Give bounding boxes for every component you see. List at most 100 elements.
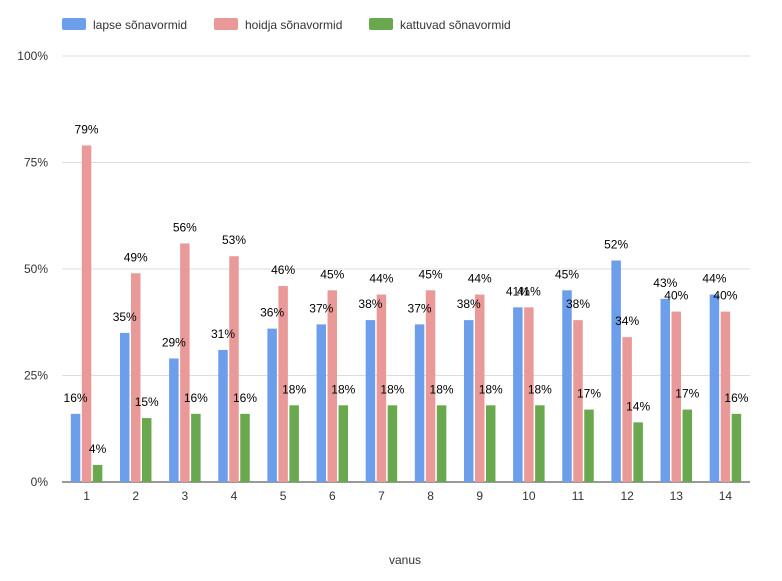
bar-1-12 [611, 260, 621, 482]
x-tick-label: 9 [476, 489, 483, 503]
bar-3-14 [731, 413, 742, 482]
bar-1-10 [513, 307, 523, 482]
bar-2-11 [573, 320, 583, 482]
data-label: 16% [64, 391, 88, 405]
y-tick-label: 75% [24, 156, 48, 170]
data-labels: 16% 79% 4% 35% 49% 15% 29% 56% 16% 31% 53% 16% 36% 46… [64, 122, 749, 456]
bar-3-8 [436, 405, 447, 482]
data-label: 53% [222, 233, 246, 247]
data-label: 17% [577, 387, 601, 401]
bar-3-6 [338, 405, 349, 482]
data-label: 38% [457, 297, 481, 311]
bar-3-3 [191, 413, 201, 482]
data-label: 18% [528, 382, 552, 396]
data-label: 45% [320, 267, 344, 281]
data-label: 29% [162, 335, 186, 349]
bar-3-1 [92, 464, 103, 482]
x-tick-label: 5 [280, 489, 287, 503]
bar-3-9 [485, 405, 496, 482]
data-label: 17% [675, 387, 699, 401]
data-label: 41% [506, 284, 530, 298]
bar-2-10 [524, 307, 534, 482]
bar-1-5 [267, 328, 277, 482]
data-label: 18% [380, 382, 404, 396]
legend-label: kattuvad sõnavormid [400, 18, 511, 32]
x-axis-ticks: 1 2 3 4 5 6 7 8 9 10 11 12 13 14 [83, 489, 732, 503]
data-label: 38% [358, 297, 382, 311]
data-label: 4% [89, 442, 107, 456]
bar-1-6 [316, 324, 327, 482]
x-tick-label: 13 [670, 489, 684, 503]
data-label: 18% [479, 382, 503, 396]
x-tick-label: 6 [329, 489, 336, 503]
data-label: 44% [702, 272, 726, 286]
data-label: 40% [713, 289, 737, 303]
bar-2-2 [130, 273, 141, 482]
legend-label: hoidja sõnavormid [245, 18, 342, 32]
bar-3-10 [535, 405, 545, 482]
data-label: 45% [555, 267, 579, 281]
data-label: 16% [184, 391, 208, 405]
legend-label: lapse sõnavormid [93, 18, 187, 32]
bar-2-6 [327, 290, 338, 482]
y-tick-label: 25% [24, 369, 48, 383]
data-label: 56% [173, 220, 197, 234]
data-label: 16% [724, 391, 748, 405]
bar-3-5 [289, 405, 299, 482]
data-label: 44% [369, 272, 393, 286]
data-label: 40% [664, 289, 688, 303]
bar-1-14 [709, 294, 720, 482]
bar-3-4 [240, 413, 250, 482]
data-label: 34% [615, 314, 639, 328]
bar-1-8 [414, 324, 425, 482]
bar-2-8 [425, 290, 436, 482]
data-label: 79% [75, 122, 99, 136]
data-label: 49% [124, 250, 148, 264]
data-label: 18% [282, 382, 306, 396]
data-label: 45% [419, 267, 443, 281]
bar-2-12 [622, 337, 632, 482]
data-label: 18% [331, 382, 355, 396]
data-label: 37% [309, 301, 333, 315]
x-tick-label: 1 [83, 489, 90, 503]
data-label: 36% [260, 306, 284, 320]
legend: lapse sõnavormid hoidja sõnavormid kattuva… [62, 18, 511, 32]
bar-2-3 [180, 243, 190, 482]
legend-swatch [214, 18, 238, 30]
data-label: 38% [566, 297, 590, 311]
gridlines [62, 55, 750, 483]
data-label: 18% [430, 382, 454, 396]
data-label: 52% [604, 237, 628, 251]
x-tick-label: 11 [572, 489, 585, 503]
data-label: 44% [468, 272, 492, 286]
data-label: 16% [233, 391, 257, 405]
bar-3-13 [682, 409, 693, 482]
bar-1-4 [218, 349, 228, 482]
bar-1-9 [463, 320, 474, 482]
bar-3-7 [387, 405, 398, 482]
x-tick-label: 8 [427, 489, 434, 503]
y-axis-ticks: 0% 25% 50% 75% 100% [17, 49, 48, 489]
x-axis-title: vanus [389, 553, 421, 567]
bar-1-2 [119, 332, 130, 482]
x-tick-label: 10 [522, 489, 536, 503]
bar-2-13 [671, 311, 682, 482]
bar-1-13 [660, 298, 671, 482]
y-tick-label: 50% [24, 262, 48, 276]
bars [70, 145, 742, 482]
legend-swatch [369, 18, 393, 30]
bar-3-11 [584, 409, 594, 482]
y-tick-label: 100% [17, 49, 48, 63]
bar-2-1 [81, 145, 92, 482]
bar-1-7 [365, 320, 376, 482]
x-tick-label: 7 [378, 489, 385, 503]
data-label: 14% [626, 399, 650, 413]
bar-2-9 [474, 294, 485, 482]
bar-2-7 [376, 294, 387, 482]
data-label: 15% [135, 395, 159, 409]
data-label: 46% [271, 263, 295, 277]
x-tick-label: 12 [620, 489, 634, 503]
y-tick-label: 0% [31, 475, 49, 489]
bar-2-14 [720, 311, 731, 482]
